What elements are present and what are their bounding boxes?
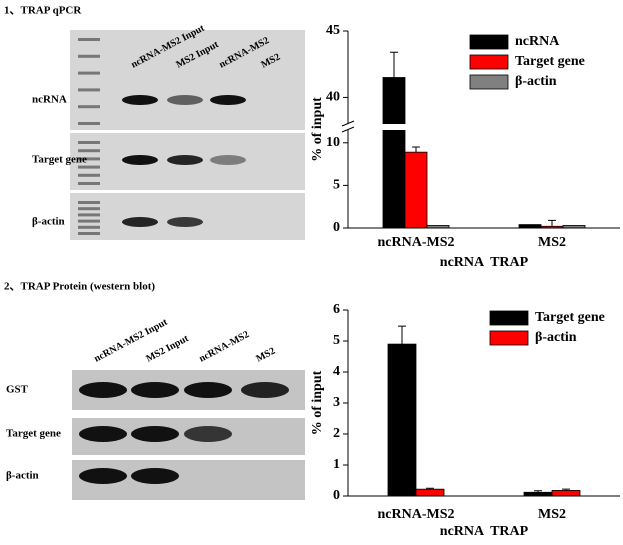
lane-label: ncRNA-MS2 xyxy=(197,329,251,365)
x-tick-label: ncRNA-MS2 xyxy=(378,235,455,250)
gel-band xyxy=(122,95,158,105)
error-bar xyxy=(412,146,420,153)
gel-band xyxy=(131,468,179,484)
gel-band xyxy=(167,155,203,165)
row-label: Target gene xyxy=(6,428,61,440)
gel-band xyxy=(122,217,158,227)
legend-label: Target gene xyxy=(535,310,605,325)
legend-swatch xyxy=(469,74,509,90)
ladder-band xyxy=(78,157,100,161)
gel-band xyxy=(79,426,127,442)
bar xyxy=(518,224,542,229)
ladder-band xyxy=(78,201,100,204)
gel-panel xyxy=(70,193,305,240)
ladder-band xyxy=(78,165,100,169)
ladder-band xyxy=(78,88,100,92)
gel-band xyxy=(131,426,179,442)
legend-label: ncRNA xyxy=(515,34,560,49)
legend-label: β-actin xyxy=(535,330,577,345)
y-tick-label: 0 xyxy=(333,220,340,235)
ladder-band xyxy=(78,225,100,229)
ladder-band xyxy=(78,232,100,235)
gel-band xyxy=(210,95,246,105)
gel-band xyxy=(241,382,289,398)
gel-band xyxy=(131,382,179,398)
y-tick-label: 0 xyxy=(333,488,340,503)
error-bar xyxy=(548,219,556,227)
ladder-band xyxy=(78,141,100,144)
x-tick-label: MS2 xyxy=(538,235,566,250)
error-bar xyxy=(398,325,406,345)
ladder-band xyxy=(78,105,100,109)
gel-band xyxy=(79,468,127,484)
bar xyxy=(382,77,406,229)
bar xyxy=(404,151,428,229)
ladder-band xyxy=(78,122,100,125)
ladder-band xyxy=(78,182,100,185)
x-tick-label: MS2 xyxy=(538,507,566,522)
gel-band xyxy=(184,382,232,398)
y-axis-label: % of input xyxy=(310,370,325,435)
y-tick-label: 1 xyxy=(333,457,340,472)
row-label: ncRNA xyxy=(32,94,67,106)
y-tick-label: 10 xyxy=(326,135,340,150)
legend-swatch xyxy=(489,330,529,346)
x-tick-label: ncRNA-MS2 xyxy=(378,507,455,522)
row-label: Target gene xyxy=(32,154,87,166)
x-axis-label: ncRNA TRAP xyxy=(440,524,529,539)
y-tick-label: 40 xyxy=(326,90,340,105)
legend-swatch xyxy=(469,54,509,70)
error-bar xyxy=(426,487,434,490)
ladder-band xyxy=(78,71,100,75)
legend-label: β-actin xyxy=(515,74,557,89)
x-axis-label: ncRNA TRAP xyxy=(440,255,529,270)
gel-band xyxy=(210,155,246,165)
lane-label: MS2 Input xyxy=(144,333,191,365)
gel-panel xyxy=(70,30,305,130)
bar xyxy=(415,488,445,497)
bar xyxy=(551,490,581,497)
ladder-band xyxy=(78,207,100,211)
row-label: GST xyxy=(6,384,29,396)
gel-band xyxy=(184,426,232,442)
lane-label: MS2 xyxy=(254,346,277,365)
ladder-band xyxy=(78,219,100,223)
legend-label: Target gene xyxy=(515,54,585,69)
axis-break xyxy=(340,124,612,130)
ladder-band xyxy=(78,173,100,177)
y-tick-label: 5 xyxy=(333,333,340,348)
error-bar xyxy=(390,51,398,78)
gel-band xyxy=(79,382,127,398)
y-tick-label: 4 xyxy=(333,364,340,379)
ladder-band xyxy=(78,38,100,41)
section-title: 2、TRAP Protein (western blot) xyxy=(4,281,155,293)
gel-band xyxy=(122,155,158,165)
y-axis-label: % of input xyxy=(310,97,325,162)
y-tick-label: 2 xyxy=(333,426,340,441)
gel-band xyxy=(167,217,203,227)
y-tick-label: 45 xyxy=(326,23,340,38)
legend-swatch xyxy=(489,310,529,326)
row-label: β-actin xyxy=(6,470,39,482)
ladder-band xyxy=(78,149,100,153)
y-tick-label: 3 xyxy=(333,395,340,410)
error-bar xyxy=(534,490,542,493)
y-tick-label: 6 xyxy=(333,302,340,317)
legend-swatch xyxy=(469,34,509,50)
y-tick-label: 5 xyxy=(333,178,340,193)
bar xyxy=(387,343,417,497)
error-bar xyxy=(562,488,570,491)
section-title: 1、TRAP qPCR xyxy=(4,5,82,17)
ladder-band xyxy=(78,54,100,58)
bar xyxy=(523,491,553,497)
ladder-band xyxy=(78,213,100,217)
gel-band xyxy=(167,95,203,105)
row-label: β-actin xyxy=(32,216,65,228)
